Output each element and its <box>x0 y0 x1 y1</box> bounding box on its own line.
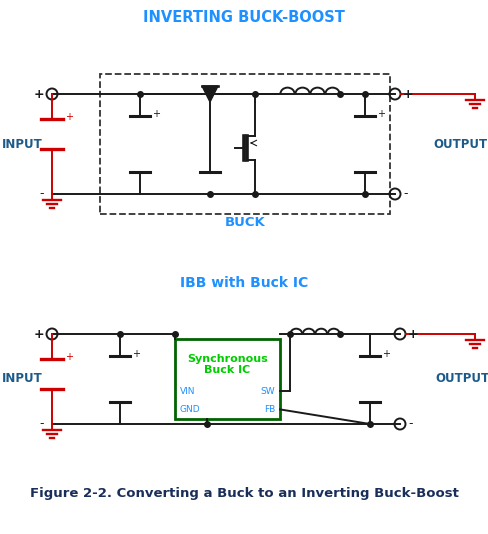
Text: GND: GND <box>180 405 201 414</box>
Text: SW: SW <box>261 387 275 396</box>
Text: INVERTING BUCK-BOOST: INVERTING BUCK-BOOST <box>143 10 345 25</box>
Text: +: + <box>65 352 73 362</box>
Text: +: + <box>33 88 44 100</box>
Text: VIN: VIN <box>180 387 196 396</box>
Text: BUCK: BUCK <box>224 216 265 229</box>
Text: -: - <box>403 187 407 200</box>
Text: -: - <box>40 187 44 200</box>
Text: +: + <box>132 349 140 359</box>
Text: +: + <box>33 327 44 341</box>
Text: -: - <box>40 418 44 430</box>
Text: +: + <box>152 109 160 119</box>
Text: INPUT: INPUT <box>1 137 42 151</box>
Text: +: + <box>408 327 419 341</box>
Text: +: + <box>382 349 390 359</box>
Text: Figure 2-2. Converting a Buck to an Inverting Buck-Boost: Figure 2-2. Converting a Buck to an Inve… <box>30 488 458 500</box>
Bar <box>175 339 280 419</box>
Text: +: + <box>377 109 385 119</box>
Text: OUTPUT: OUTPUT <box>435 373 488 386</box>
Text: -: - <box>408 418 412 430</box>
Text: OUTPUT: OUTPUT <box>433 137 487 151</box>
Text: IBB with Buck IC: IBB with Buck IC <box>180 276 308 290</box>
Text: FB: FB <box>264 405 275 414</box>
Polygon shape <box>202 86 218 102</box>
Text: +: + <box>403 88 414 100</box>
Text: Synchronous
Buck IC: Synchronous Buck IC <box>187 354 268 375</box>
Text: INPUT: INPUT <box>1 373 42 386</box>
Bar <box>100 74 390 214</box>
Text: +: + <box>65 112 73 122</box>
